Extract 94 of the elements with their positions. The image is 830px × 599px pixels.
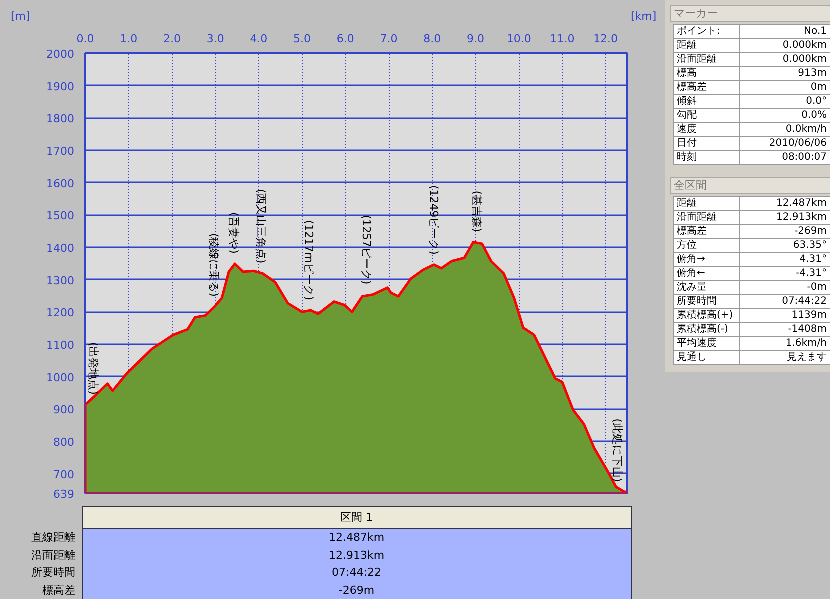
text: 沿面距離 <box>674 210 740 224</box>
x-tick-label: 1.0 <box>120 32 138 46</box>
text: 距離 <box>674 38 740 52</box>
text: 俯角→ <box>674 252 740 266</box>
text: 標高差 <box>674 80 740 94</box>
text: -0m <box>740 280 830 294</box>
text: 沿面距離 <box>674 52 740 66</box>
text: 913m <box>740 66 830 80</box>
x-tick-label: 3.0 <box>206 32 224 46</box>
text: 07:44:22 <box>740 294 830 308</box>
text: 4.31° <box>740 252 830 266</box>
y-tick-label: 2000 <box>46 48 75 61</box>
text: 2010/06/06 <box>740 136 830 150</box>
text: 全区間 <box>670 177 830 194</box>
y-tick-label: 1200 <box>46 306 75 320</box>
x-tick-label: 10.0 <box>506 32 532 46</box>
text: 所要時間 <box>5 564 82 582</box>
y-tick-label: 1600 <box>46 177 75 190</box>
y-tick-label: 800 <box>54 436 75 449</box>
text: 所要時間 <box>674 294 740 308</box>
text: 標高差 <box>674 224 740 238</box>
annotation: (此処に下山) <box>610 418 624 482</box>
annotation: (1257ピーク) <box>360 215 373 285</box>
text: 日付 <box>674 136 740 150</box>
text: 平均速度 <box>674 336 740 350</box>
x-tick-label: 11.0 <box>550 32 575 46</box>
x-tick-label: 0.0 <box>76 32 94 46</box>
text: 累積標高(+) <box>674 308 740 322</box>
text: 0m <box>740 80 830 94</box>
y-tick-label: 700 <box>54 468 75 482</box>
text: ポイント: <box>674 24 740 38</box>
text: 0.0km/h <box>740 122 830 136</box>
y-tick-label: 1100 <box>46 338 75 352</box>
text: 0.000km <box>740 52 830 66</box>
text: 距離 <box>674 196 740 210</box>
annotation: (1217mピーク) <box>302 220 316 301</box>
x-tick-label: 7.0 <box>380 32 398 46</box>
text: -269m <box>82 582 632 599</box>
y-tick-label: 1400 <box>46 242 75 255</box>
x-tick-label: 12.0 <box>594 32 618 46</box>
annotation: (出発地点) <box>87 342 100 395</box>
text: 累積標高(-) <box>674 322 740 336</box>
text: -269m <box>740 224 830 238</box>
text: No.1 <box>740 24 830 38</box>
text: 0.0% <box>740 108 830 122</box>
text: 見通し <box>674 350 740 364</box>
annotation: (甚吉森) <box>470 190 484 232</box>
y-tick-label: 1500 <box>46 210 75 223</box>
y-tick-label: 639 <box>54 488 75 501</box>
text: 12.913km <box>82 546 632 564</box>
annotation: (稜線に乗る) <box>207 233 220 297</box>
text: 08:00:07 <box>740 150 830 164</box>
text: マーカー <box>670 5 830 22</box>
x-tick-label: 8.0 <box>424 32 442 46</box>
annotation: (吾妻や) <box>228 212 241 254</box>
text: 12.487km <box>740 196 830 210</box>
x-tick-label: 9.0 <box>466 32 484 46</box>
text: 傾斜 <box>674 94 740 108</box>
text: 勾配 <box>674 108 740 122</box>
text: 1.6km/h <box>740 336 830 350</box>
text: 見えます <box>740 350 830 364</box>
text: 方位 <box>674 238 740 252</box>
text: 標高差 <box>5 582 82 599</box>
text: 0.0° <box>740 94 830 108</box>
text: -1408m <box>740 322 830 336</box>
y-axis-title: [m] <box>11 9 30 25</box>
text: 直線距離 <box>5 528 82 547</box>
text: 12.487km <box>82 528 632 547</box>
y-tick-label: 1700 <box>46 144 75 158</box>
annotation: (西又山三角点) <box>254 189 268 264</box>
y-tick-label: 1900 <box>46 80 75 94</box>
y-tick-label: 1000 <box>46 371 75 384</box>
text: 0.000km <box>740 38 830 52</box>
text: 時刻 <box>674 150 740 164</box>
y-tick-label: 900 <box>54 404 75 417</box>
y-tick-label: 1800 <box>46 112 75 126</box>
y-tick-label: 1300 <box>46 274 75 288</box>
text: 07:44:22 <box>82 564 632 582</box>
text: 標高 <box>674 66 740 80</box>
text: 12.913km <box>740 210 830 224</box>
text: 沿面距離 <box>5 546 82 564</box>
x-tick-label: 4.0 <box>250 32 268 46</box>
text: 63.35° <box>740 238 830 252</box>
x-tick-label: 5.0 <box>294 32 312 46</box>
text: -4.31° <box>740 266 830 280</box>
text: 区間 1 <box>82 506 632 528</box>
x-tick-label: 2.0 <box>163 32 181 46</box>
text: 速度 <box>674 122 740 136</box>
annotation: (1249ピーク) <box>428 185 441 255</box>
text: 俯角← <box>674 266 740 280</box>
x-tick-label: 6.0 <box>336 32 354 46</box>
text: 沈み量 <box>674 280 740 294</box>
x-axis-title: [km] <box>631 9 657 25</box>
text: 1139m <box>740 308 830 322</box>
